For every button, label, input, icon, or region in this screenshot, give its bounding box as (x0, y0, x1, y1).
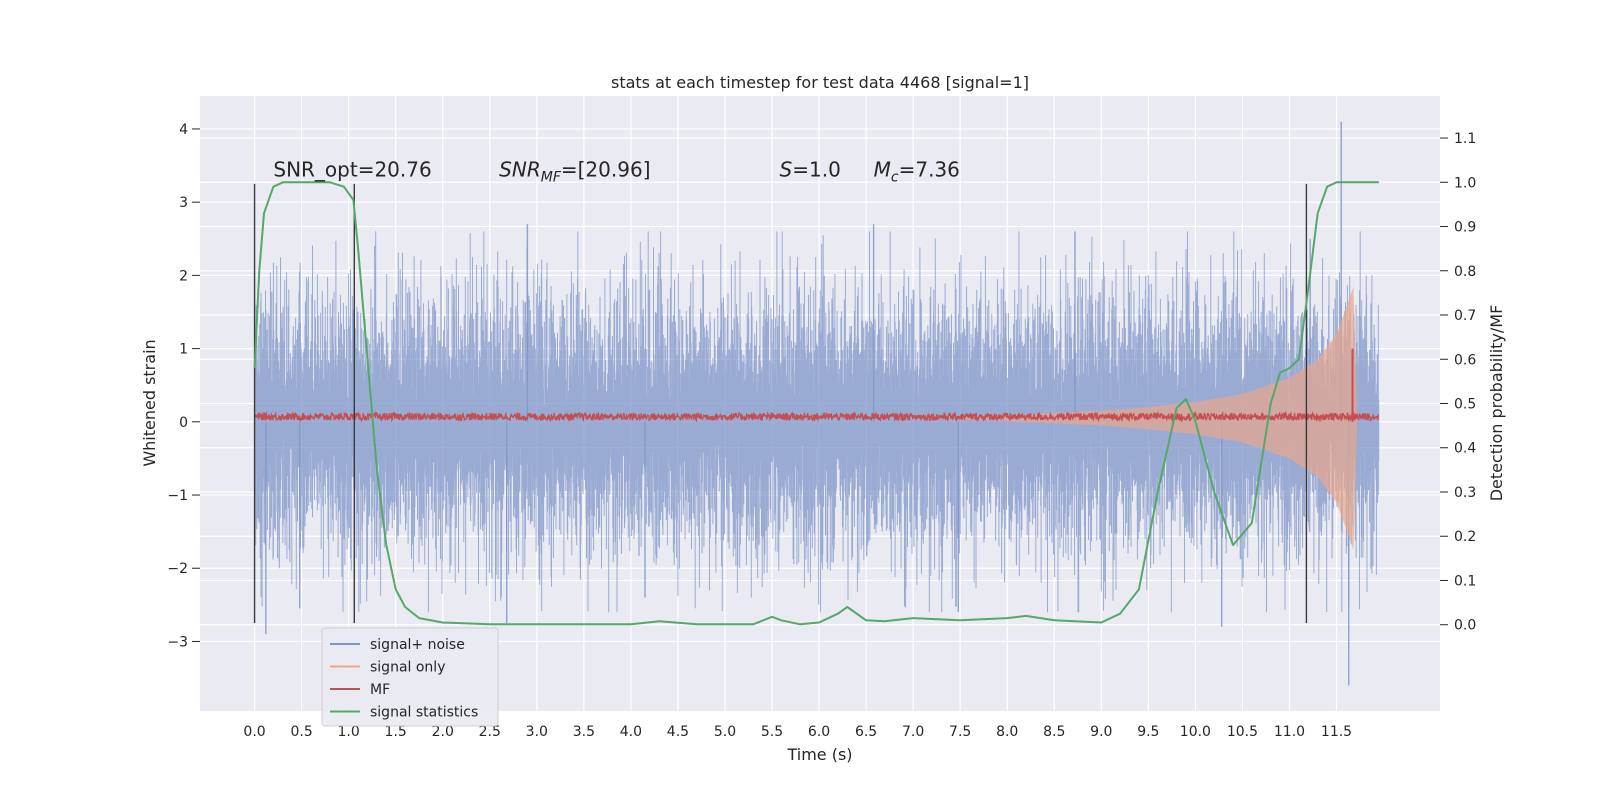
x-tick-label: 11.0 (1274, 724, 1305, 740)
y2-tick-label: 0.6 (1454, 352, 1476, 368)
x-tick-label: 6.0 (808, 724, 830, 740)
y-axis-label: Whitened strain (140, 339, 159, 466)
x-tick-label: 7.5 (949, 724, 971, 740)
annotation-0: SNR_opt=20.76 (273, 158, 431, 182)
y2-tick-label: 1.0 (1454, 175, 1476, 191)
y2-tick-label: 0.9 (1454, 220, 1476, 236)
text-layer: stats at each timestep for test data 446… (140, 73, 1506, 764)
y-tick-label: 2 (179, 268, 188, 284)
y2-tick-label: 0.7 (1454, 308, 1476, 324)
y2-tick-label: 0.0 (1454, 618, 1476, 634)
x-tick-label: 7.0 (902, 724, 924, 740)
x-tick-label: 10.0 (1180, 724, 1211, 740)
y-tick-label: 4 (179, 122, 188, 138)
y2-tick-label: 1.1 (1454, 131, 1476, 147)
y2-tick-label: 0.1 (1454, 573, 1476, 589)
x-tick-label: 3.5 (573, 724, 595, 740)
y-tick-label: 0 (179, 415, 188, 431)
x-tick-label: 11.5 (1321, 724, 1352, 740)
y-tick-label: −1 (167, 488, 188, 504)
data-layer (253, 121, 1380, 686)
y-tick-label: −2 (167, 561, 188, 577)
y-tick-label: 1 (179, 342, 188, 358)
x-tick-label: 10.5 (1227, 724, 1258, 740)
axes: 0.0 0.5 1.0 1.5 2.0 2.5 3.0 3.5 4.0 4.5 5.0 5.5 6.0 6… (167, 122, 1476, 740)
x-tick-label: 0.0 (243, 724, 265, 740)
x-tick-label: 5.0 (714, 724, 736, 740)
x-tick-label: 0.5 (290, 724, 312, 740)
y2-tick-label: 0.8 (1454, 264, 1476, 280)
annotation-2: S=1.0 (780, 158, 841, 182)
y2-tick-label: 0.4 (1454, 441, 1476, 457)
x-tick-label: 8.0 (996, 724, 1018, 740)
annotation-3: Mc=7.36 (874, 158, 960, 186)
x-tick-label: 2.0 (432, 724, 454, 740)
x-tick-label: 2.5 (479, 724, 501, 740)
y2-axis-label: Detection probability/MF (1487, 305, 1506, 502)
legend-label: signal statistics (370, 705, 478, 721)
x-tick-label: 6.5 (855, 724, 877, 740)
legend: signal+ noise signal only MF signal statist… (321, 627, 499, 727)
x-tick-label: 3.0 (526, 724, 548, 740)
x-tick-label: 8.5 (1043, 724, 1065, 740)
mf-trace (253, 410, 1380, 423)
signal-statistics-line (253, 181, 1379, 626)
x-tick-label: 4.5 (667, 724, 689, 740)
y-tick-label: 3 (179, 195, 188, 211)
x-tick-label: 5.5 (761, 724, 783, 740)
x-tick-label: 9.0 (1090, 724, 1112, 740)
legend-label: signal only (370, 660, 445, 676)
series-mf (253, 348, 1380, 423)
legend-label: MF (370, 682, 390, 698)
y-tick-label: −3 (167, 634, 188, 650)
legend-box (321, 627, 499, 727)
y2-tick-label: 0.2 (1454, 529, 1476, 545)
x-tick-label: 1.5 (385, 724, 407, 740)
x-axis-label: Time (s) (786, 745, 852, 764)
annotation-1: SNRMF=[20.96] (499, 158, 650, 186)
x-tick-label: 1.0 (338, 724, 360, 740)
legend-label: signal+ noise (370, 637, 465, 653)
x-tick-label: 4.0 (620, 724, 642, 740)
y2-tick-label: 0.3 (1454, 485, 1476, 501)
x-tick-label: 9.5 (1137, 724, 1159, 740)
chart-title: stats at each timestep for test data 446… (611, 73, 1029, 92)
y2-tick-label: 0.5 (1454, 397, 1476, 413)
